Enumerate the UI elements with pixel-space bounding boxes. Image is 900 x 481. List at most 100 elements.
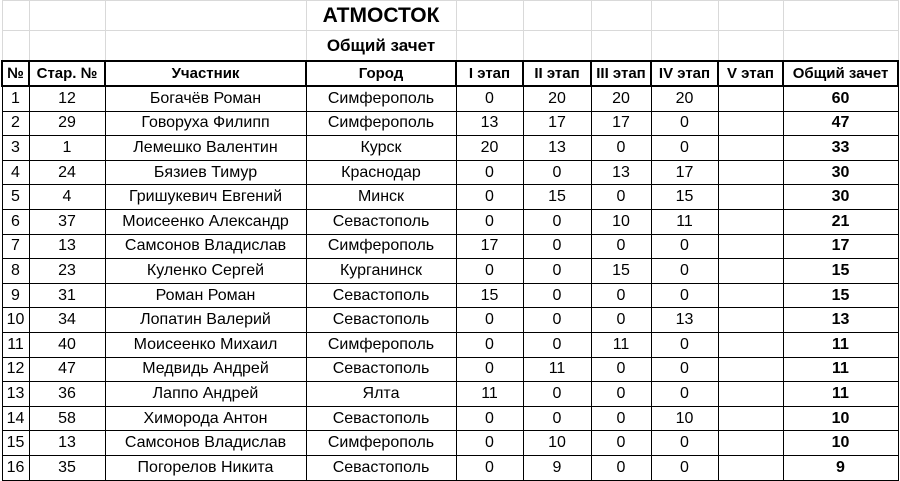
cell[interactable]: [717, 405, 784, 432]
cell[interactable]: 47: [782, 110, 899, 137]
cell[interactable]: 0: [590, 282, 652, 309]
cell[interactable]: 0: [455, 454, 524, 481]
cell[interactable]: 0: [650, 454, 719, 481]
cell[interactable]: 31: [28, 282, 106, 309]
cell[interactable]: Бязиев Тимур: [104, 159, 307, 186]
cell[interactable]: 2: [1, 110, 30, 137]
cell[interactable]: 0: [650, 258, 719, 284]
column-header[interactable]: Участник: [104, 60, 307, 87]
column-header[interactable]: III этап: [590, 60, 652, 87]
cell[interactable]: Роман Роман: [104, 282, 307, 309]
cell[interactable]: [455, 30, 524, 62]
cell[interactable]: 1: [1, 85, 30, 112]
cell[interactable]: Лопатин Валерий: [104, 307, 307, 333]
cell[interactable]: 0: [522, 331, 592, 358]
cell[interactable]: 17: [522, 110, 592, 137]
cell[interactable]: 0: [455, 405, 524, 432]
cell[interactable]: Севастополь: [305, 454, 457, 481]
cell[interactable]: 35: [28, 454, 106, 481]
cell[interactable]: 15: [1, 430, 30, 456]
cell[interactable]: 0: [590, 135, 652, 161]
cell[interactable]: Моисеенко Александр: [104, 208, 307, 235]
cell[interactable]: 0: [650, 430, 719, 456]
cell[interactable]: [717, 258, 784, 284]
cell[interactable]: 0: [455, 85, 524, 112]
cell[interactable]: 30: [782, 159, 899, 186]
cell[interactable]: Ялта: [305, 381, 457, 407]
cell[interactable]: 13: [650, 307, 719, 333]
cell[interactable]: Богачёв Роман: [104, 85, 307, 112]
cell[interactable]: 0: [522, 233, 592, 260]
cell[interactable]: 0: [455, 356, 524, 383]
cell[interactable]: [717, 282, 784, 309]
cell[interactable]: 0: [522, 282, 592, 309]
cell[interactable]: 13: [28, 233, 106, 260]
cell[interactable]: 6: [1, 208, 30, 235]
cell[interactable]: 13: [590, 159, 652, 186]
cell[interactable]: Минск: [305, 184, 457, 210]
cell[interactable]: [717, 30, 784, 62]
sheet-subtitle[interactable]: Общий зачет: [305, 30, 457, 62]
cell[interactable]: 8: [1, 258, 30, 284]
cell[interactable]: 0: [590, 233, 652, 260]
cell[interactable]: 11: [782, 331, 899, 358]
cell[interactable]: 9: [782, 454, 899, 481]
cell[interactable]: [590, 30, 652, 62]
cell[interactable]: 0: [590, 405, 652, 432]
cell[interactable]: 0: [522, 159, 592, 186]
cell[interactable]: Гришукевич Евгений: [104, 184, 307, 210]
cell[interactable]: 12: [28, 85, 106, 112]
cell[interactable]: [717, 331, 784, 358]
cell[interactable]: 10: [590, 208, 652, 235]
cell[interactable]: 17: [782, 233, 899, 260]
cell[interactable]: 10: [650, 405, 719, 432]
cell[interactable]: 0: [590, 184, 652, 210]
cell[interactable]: Севастополь: [305, 405, 457, 432]
cell[interactable]: 0: [650, 282, 719, 309]
cell[interactable]: Севастополь: [305, 208, 457, 235]
cell[interactable]: 24: [28, 159, 106, 186]
cell[interactable]: 0: [522, 381, 592, 407]
cell[interactable]: [455, 0, 524, 31]
cell[interactable]: 11: [522, 356, 592, 383]
cell[interactable]: 36: [28, 381, 106, 407]
cell[interactable]: [717, 356, 784, 383]
cell[interactable]: [717, 110, 784, 137]
cell[interactable]: 13: [782, 307, 899, 333]
cell[interactable]: 7: [1, 233, 30, 260]
cell[interactable]: [717, 135, 784, 161]
cell[interactable]: 20: [455, 135, 524, 161]
cell[interactable]: 34: [28, 307, 106, 333]
cell[interactable]: 33: [782, 135, 899, 161]
cell[interactable]: Курск: [305, 135, 457, 161]
cell[interactable]: [782, 30, 899, 62]
cell[interactable]: 0: [455, 184, 524, 210]
column-header[interactable]: Общий зачет: [782, 60, 899, 87]
cell[interactable]: 17: [650, 159, 719, 186]
cell[interactable]: 5: [1, 184, 30, 210]
cell[interactable]: 12: [1, 356, 30, 383]
cell[interactable]: [650, 30, 719, 62]
cell[interactable]: 23: [28, 258, 106, 284]
cell[interactable]: 0: [455, 258, 524, 284]
cell[interactable]: 14: [1, 405, 30, 432]
cell[interactable]: 0: [522, 258, 592, 284]
cell[interactable]: 0: [522, 405, 592, 432]
cell[interactable]: [717, 454, 784, 481]
cell[interactable]: [782, 0, 899, 31]
cell[interactable]: 0: [650, 110, 719, 137]
cell[interactable]: [590, 0, 652, 31]
cell[interactable]: 13: [522, 135, 592, 161]
cell[interactable]: 13: [455, 110, 524, 137]
cell[interactable]: [717, 307, 784, 333]
column-header[interactable]: V этап: [717, 60, 784, 87]
cell[interactable]: 0: [650, 331, 719, 358]
cell[interactable]: Севастополь: [305, 307, 457, 333]
cell[interactable]: [104, 0, 307, 31]
cell[interactable]: 0: [650, 135, 719, 161]
cell[interactable]: 15: [782, 282, 899, 309]
cell[interactable]: 9: [522, 454, 592, 481]
cell[interactable]: 10: [782, 430, 899, 456]
column-header[interactable]: IV этап: [650, 60, 719, 87]
cell[interactable]: 60: [782, 85, 899, 112]
